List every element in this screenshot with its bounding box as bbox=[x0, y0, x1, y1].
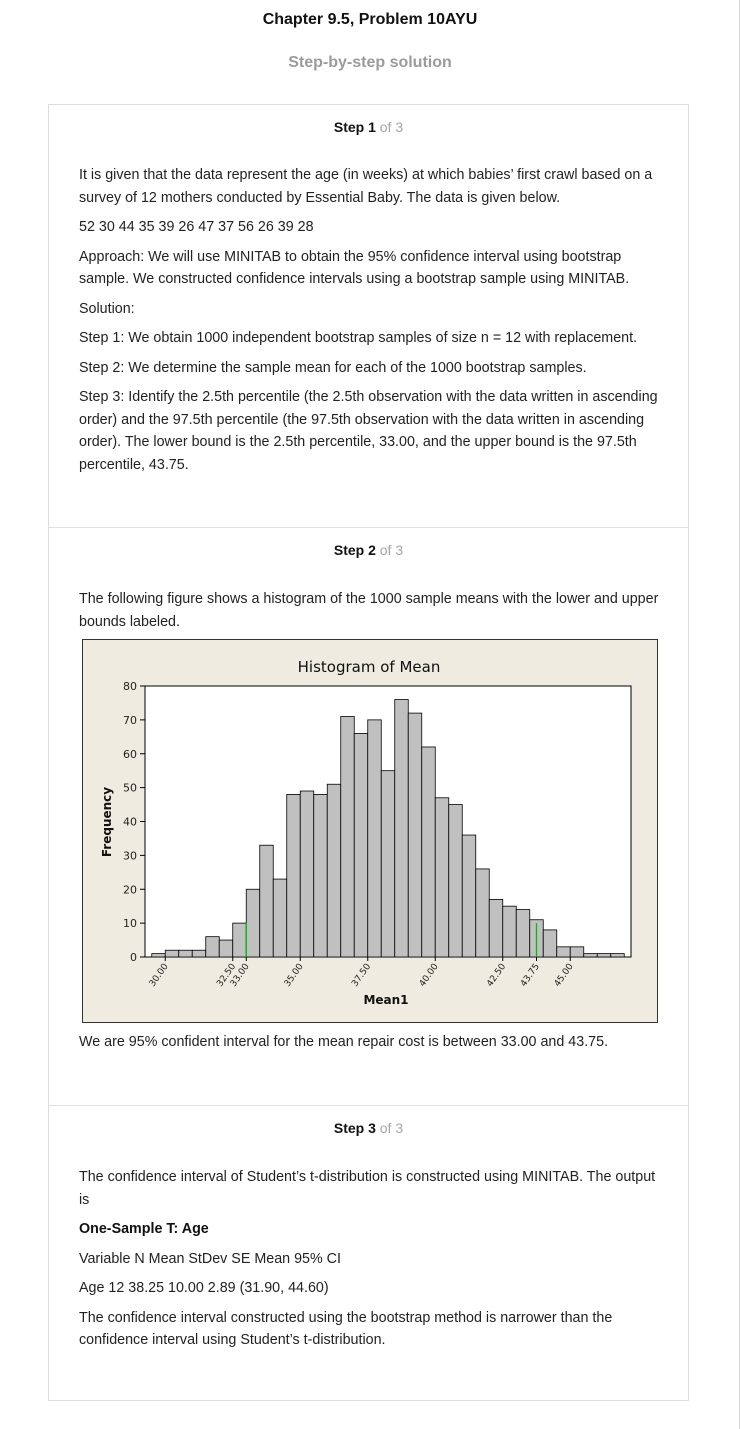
histogram-bar bbox=[191, 949, 207, 958]
step-1-paragraph: Step 1: We obtain 1000 independent boots… bbox=[79, 330, 638, 346]
step-1-paragraph: Approach: We will use MINITAB to obtain … bbox=[79, 248, 630, 288]
y-tick-label: 20 bbox=[123, 883, 137, 896]
histogram-bar bbox=[272, 878, 288, 958]
x-tick-label: 45.00 bbox=[553, 962, 576, 989]
histogram-bar bbox=[515, 909, 531, 958]
x-tick-label: 40.00 bbox=[418, 962, 441, 989]
step-1-number: Step 1 bbox=[333, 119, 376, 135]
step-2-conclusion: We are 95% confident interval for the me… bbox=[79, 1034, 609, 1050]
step-3-paragraph: The confidence interval of Student’s t-d… bbox=[79, 1169, 656, 1208]
histogram-bar bbox=[151, 953, 166, 958]
step-3-number: Step 3 bbox=[333, 1120, 376, 1136]
histogram-bar bbox=[583, 953, 598, 958]
x-tick-label: 30.00 bbox=[148, 962, 171, 989]
histogram-bar bbox=[164, 949, 180, 958]
reference-lines bbox=[245, 923, 538, 957]
y-tick-label: 40 bbox=[123, 816, 137, 829]
histogram-bar bbox=[286, 793, 301, 958]
chart-title: Histogram of Mean bbox=[298, 658, 441, 676]
y-tick-label: 30 bbox=[123, 849, 137, 862]
minitab-output-row: Age 12 38.25 10.00 2.89 (31.90, 44.60) bbox=[79, 1280, 329, 1296]
minitab-output-title: One-Sample T: Age bbox=[79, 1221, 209, 1237]
histogram-svg: Histogram of Mean 0 10 20 30 40 50 60 70 80 30.0… bbox=[100, 658, 632, 1007]
step-3-body: The confidence interval of Student’s t-d… bbox=[79, 1166, 664, 1359]
x-axis-label: Mean1 bbox=[363, 993, 408, 1007]
y-axis-label: Frequency bbox=[100, 787, 114, 857]
x-tick-label: 37.50 bbox=[350, 962, 373, 989]
y-tick-label: 0 bbox=[130, 951, 137, 964]
histogram-bar bbox=[556, 946, 571, 958]
histogram-bar bbox=[475, 868, 490, 958]
histogram-bar bbox=[394, 699, 409, 958]
histogram-bar bbox=[326, 783, 342, 958]
histogram-bar bbox=[340, 716, 355, 958]
histogram-bar bbox=[421, 746, 436, 958]
step-2-header: Step 2 of 3 bbox=[49, 542, 688, 558]
histogram-bar bbox=[569, 946, 585, 958]
step-1-total: of 3 bbox=[379, 119, 404, 135]
x-tick-label: 42.50 bbox=[485, 962, 508, 989]
step-3-header: Step 3 of 3 bbox=[49, 1120, 688, 1136]
histogram-bar bbox=[178, 949, 193, 958]
histogram-bar bbox=[299, 790, 315, 958]
histogram-bar bbox=[434, 797, 450, 958]
histogram-bar bbox=[380, 770, 396, 958]
step-1-paragraph: It is given that the data represent the … bbox=[79, 167, 653, 206]
histogram-bar bbox=[353, 733, 369, 958]
histogram-bar bbox=[448, 804, 463, 958]
step-3-paragraph: The confidence interval constructed usin… bbox=[79, 1309, 613, 1349]
step-1-paragraph: Step 2: We determine the sample mean for… bbox=[79, 359, 587, 376]
histogram-bar bbox=[610, 953, 625, 958]
bars bbox=[151, 699, 625, 958]
y-tick-label: 80 bbox=[123, 680, 137, 693]
histogram-bar bbox=[313, 793, 328, 958]
solution-card: Step 1 of 3 It is given that the data re… bbox=[48, 104, 689, 1401]
step-1-paragraph: Step 3: Identify the 2.5th percentile (t… bbox=[79, 389, 658, 473]
page-title: Chapter 9.5, Problem 10AYU bbox=[262, 11, 478, 28]
step-2-intro: The following figure shows a histogram o… bbox=[79, 591, 659, 630]
y-axis: 0 10 20 30 40 50 60 70 80 bbox=[123, 680, 145, 964]
histogram-bar bbox=[461, 834, 477, 958]
histogram-bar bbox=[488, 899, 504, 958]
data-values: 52 30 44 35 39 26 47 37 56 26 39 28 bbox=[79, 219, 314, 235]
step-1-section: Step 1 of 3 It is given that the data re… bbox=[49, 105, 688, 527]
y-tick-label: 60 bbox=[123, 748, 137, 761]
histogram-bar bbox=[245, 888, 261, 958]
step-1-header: Step 1 of 3 bbox=[49, 119, 688, 135]
y-tick-label: 70 bbox=[123, 714, 137, 727]
histogram-bar bbox=[407, 712, 423, 958]
histogram-bar bbox=[232, 922, 247, 958]
step-2-section: Step 2 of 3 The following figure shows a… bbox=[49, 527, 688, 1106]
minitab-output-header: Variable N Mean StDev SE Mean 95% CI bbox=[79, 1250, 341, 1267]
y-tick-label: 50 bbox=[123, 782, 137, 795]
step-3-total: of 3 bbox=[379, 1120, 404, 1136]
y-tick-label: 10 bbox=[123, 917, 137, 930]
step-2-total: of 3 bbox=[379, 542, 404, 558]
step-1-body: It is given that the data represent the … bbox=[79, 164, 664, 483]
histogram-bar bbox=[367, 719, 382, 958]
histogram-bar bbox=[205, 936, 220, 958]
histogram-bar bbox=[218, 939, 234, 958]
histogram-bar bbox=[596, 953, 612, 958]
step-2-number: Step 2 bbox=[333, 542, 376, 558]
histogram-bar bbox=[259, 844, 274, 958]
histogram-bar bbox=[542, 929, 558, 958]
histogram-bar bbox=[502, 905, 517, 958]
step-3-section: Step 3 of 3 The confidence interval of S… bbox=[49, 1105, 688, 1401]
x-tick-label: 35.00 bbox=[283, 962, 306, 989]
histogram-chart: Histogram of Mean 0 10 20 30 40 50 60 70 80 30.0… bbox=[82, 639, 658, 1023]
step-1-paragraph: Solution: bbox=[79, 300, 135, 317]
solution-subtitle: Step-by-step solution bbox=[288, 54, 452, 71]
x-tick-label: 43.75 bbox=[519, 962, 542, 989]
